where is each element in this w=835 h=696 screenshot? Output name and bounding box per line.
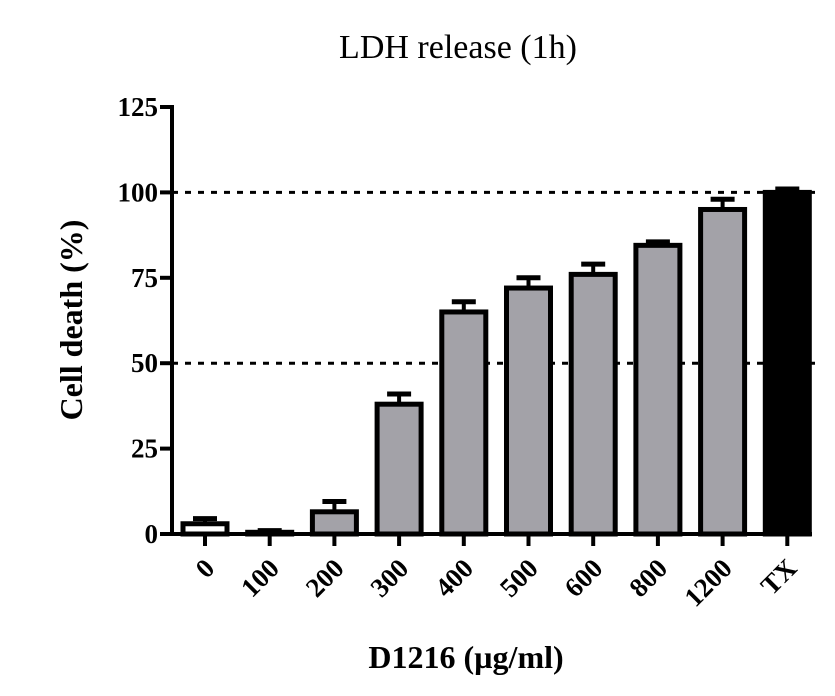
x-axis: 0 100 200 300 400 500 600 800 1200 TX bbox=[170, 532, 812, 612]
bar-800 bbox=[633, 242, 683, 537]
bars bbox=[180, 186, 812, 537]
x-tick-label-100: 100 bbox=[235, 553, 285, 603]
bar-TX bbox=[762, 189, 812, 537]
y-tick-label-100: 100 bbox=[118, 177, 159, 207]
bar-200 bbox=[309, 509, 359, 537]
bar-1200 bbox=[698, 206, 748, 537]
y-tick-label-125: 125 bbox=[118, 92, 159, 122]
y-tick-label-75: 75 bbox=[131, 263, 158, 293]
y-axis-label: Cell death (%) bbox=[53, 220, 89, 421]
x-tick-label-1200: 1200 bbox=[678, 553, 737, 612]
x-tick-label-600: 600 bbox=[559, 553, 609, 603]
x-tick-label-200: 200 bbox=[300, 553, 350, 603]
bar-600 bbox=[568, 271, 618, 537]
bar-500 bbox=[504, 285, 553, 537]
x-tick-label-400: 400 bbox=[429, 553, 479, 603]
bar-400 bbox=[439, 309, 489, 537]
chart-title: LDH release (1h) bbox=[339, 29, 577, 66]
y-axis: 0 25 50 75 100 125 bbox=[118, 92, 174, 549]
y-tick-label-0: 0 bbox=[145, 519, 159, 549]
y-tick-label-25: 25 bbox=[131, 434, 158, 464]
x-tick-label-500: 500 bbox=[494, 553, 544, 603]
x-tick-label-TX: TX bbox=[755, 553, 803, 601]
bar-300 bbox=[374, 401, 424, 537]
x-tick-label-300: 300 bbox=[364, 553, 414, 603]
x-tick-label-0: 0 bbox=[189, 553, 220, 584]
y-tick-label-50: 50 bbox=[131, 348, 158, 378]
x-axis-label: D1216 (µg/ml) bbox=[368, 639, 563, 675]
x-tick-label-800: 800 bbox=[623, 553, 673, 603]
